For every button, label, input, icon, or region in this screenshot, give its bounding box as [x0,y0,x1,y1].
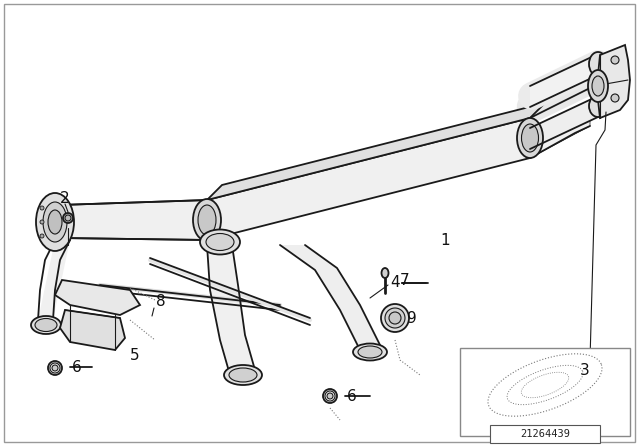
Text: 5: 5 [130,348,140,362]
Ellipse shape [327,393,333,399]
FancyBboxPatch shape [490,425,600,443]
Text: 6: 6 [72,359,82,375]
Polygon shape [530,75,590,118]
Text: 7: 7 [400,272,410,288]
Polygon shape [60,200,208,240]
Ellipse shape [325,391,335,401]
Polygon shape [38,240,70,320]
Ellipse shape [517,118,543,158]
Ellipse shape [323,389,337,403]
Ellipse shape [50,363,60,373]
Ellipse shape [381,304,409,332]
Ellipse shape [589,52,607,76]
Ellipse shape [358,346,382,358]
Text: 9: 9 [407,310,417,326]
Polygon shape [60,310,125,350]
Polygon shape [530,96,598,149]
Ellipse shape [229,368,257,382]
Ellipse shape [206,233,234,250]
Ellipse shape [43,202,67,242]
Polygon shape [598,45,630,118]
Ellipse shape [588,70,608,102]
Ellipse shape [48,210,62,234]
Polygon shape [55,280,140,315]
Polygon shape [207,103,545,200]
Ellipse shape [592,76,604,96]
Ellipse shape [381,268,388,278]
Ellipse shape [40,234,44,238]
Polygon shape [530,113,590,158]
Ellipse shape [40,220,44,224]
Ellipse shape [389,312,401,324]
Ellipse shape [52,365,58,371]
Text: 3: 3 [580,362,589,378]
Ellipse shape [31,316,61,334]
Text: 6: 6 [347,388,356,404]
Text: 4: 4 [390,275,399,289]
Polygon shape [207,245,255,375]
Ellipse shape [385,308,405,328]
Polygon shape [207,118,530,240]
Ellipse shape [200,229,240,254]
Ellipse shape [224,365,262,385]
Ellipse shape [65,215,71,221]
Text: 8: 8 [156,293,166,309]
Text: 1: 1 [440,233,450,247]
Polygon shape [280,245,380,350]
Ellipse shape [193,199,221,241]
Ellipse shape [353,344,387,361]
Ellipse shape [611,56,619,64]
Polygon shape [530,54,598,107]
Ellipse shape [63,213,73,223]
Ellipse shape [36,193,74,251]
Text: 21264439: 21264439 [520,429,570,439]
Ellipse shape [198,205,216,235]
Ellipse shape [35,319,57,332]
FancyBboxPatch shape [460,348,630,436]
Ellipse shape [522,124,538,152]
Ellipse shape [611,94,619,102]
Ellipse shape [48,361,62,375]
Ellipse shape [589,95,607,117]
Text: 2: 2 [60,190,70,206]
Ellipse shape [40,206,44,210]
